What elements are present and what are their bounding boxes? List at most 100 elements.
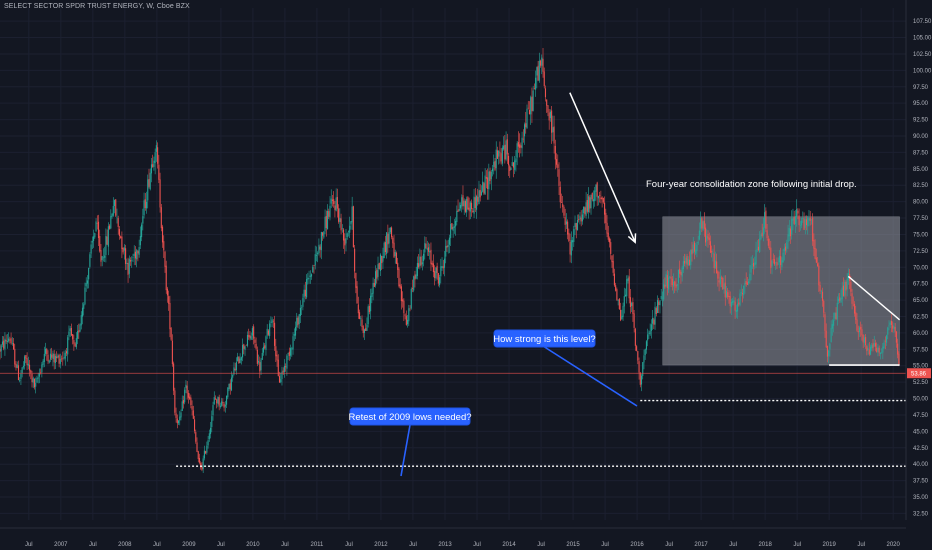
candle[interactable] [355,272,357,294]
candle[interactable] [292,332,294,355]
candle[interactable] [844,279,846,298]
candle[interactable] [223,401,225,412]
candle[interactable] [893,322,895,334]
candle[interactable] [471,199,473,217]
candle[interactable] [6,333,8,349]
candle[interactable] [240,356,242,365]
candle[interactable] [142,208,144,231]
candle[interactable] [696,241,698,258]
candle[interactable] [863,334,865,347]
candle[interactable] [623,287,625,314]
candle[interactable] [373,278,375,288]
candle[interactable] [586,194,588,214]
candle[interactable] [740,284,742,297]
candle[interactable] [118,226,120,240]
candle[interactable] [874,339,877,352]
candle[interactable] [164,250,166,273]
candle[interactable] [757,239,760,252]
candle[interactable] [308,270,310,284]
candle[interactable] [187,390,189,404]
candle[interactable] [446,240,448,252]
candle[interactable] [425,237,427,249]
candle[interactable] [785,243,787,255]
candle[interactable] [611,255,613,268]
candle[interactable] [14,343,16,368]
candle[interactable] [654,301,656,330]
candle[interactable] [437,272,439,287]
candle[interactable] [787,224,789,250]
candle[interactable] [506,133,508,164]
candle[interactable] [334,200,336,218]
candle[interactable] [166,286,169,303]
candle[interactable] [671,276,673,291]
candle[interactable] [548,109,550,130]
candle[interactable] [512,162,515,178]
candle[interactable] [285,363,287,372]
candle[interactable] [588,187,590,219]
candle[interactable] [179,411,181,426]
candle[interactable] [251,326,253,340]
candle[interactable] [381,255,383,270]
candle[interactable] [764,204,766,234]
candle[interactable] [56,351,58,362]
interval-label[interactable]: W [146,3,153,10]
candle[interactable] [319,244,321,258]
candle[interactable] [760,230,762,241]
candle[interactable] [898,351,900,367]
candle[interactable] [340,213,342,235]
candle[interactable] [568,228,570,243]
candle[interactable] [306,274,308,300]
candle[interactable] [759,231,761,254]
candle[interactable] [159,172,161,213]
candle[interactable] [750,256,752,281]
candle[interactable] [370,288,372,320]
candle[interactable] [388,227,390,248]
candle[interactable] [227,387,229,400]
candle[interactable] [482,171,484,193]
candle[interactable] [144,193,146,211]
candle[interactable] [762,217,764,242]
candle[interactable] [136,248,138,268]
candle[interactable] [499,141,501,164]
candle[interactable] [216,398,218,409]
candle[interactable] [584,206,586,218]
candle[interactable] [84,282,86,306]
candle[interactable] [53,349,55,370]
candle[interactable] [490,170,492,191]
candle[interactable] [11,337,13,346]
candle[interactable] [403,298,405,321]
candle[interactable] [299,300,301,324]
candle[interactable] [109,224,111,230]
candle[interactable] [255,337,257,351]
candle[interactable] [547,104,549,117]
candle[interactable] [521,131,523,157]
candle[interactable] [276,350,278,367]
candle[interactable] [877,343,879,357]
candle[interactable] [367,304,369,328]
candle[interactable] [120,235,122,239]
candle[interactable] [522,129,524,143]
candle[interactable] [101,255,103,267]
candle[interactable] [491,164,494,177]
candle[interactable] [198,453,201,465]
candle[interactable] [125,244,127,270]
candle[interactable] [665,271,667,288]
candle[interactable] [532,85,534,112]
candle[interactable] [648,330,650,340]
candle[interactable] [123,244,125,260]
candle[interactable] [852,296,854,307]
candle[interactable] [658,297,660,314]
candle[interactable] [627,275,629,284]
candle[interactable] [505,131,507,162]
candle[interactable] [709,235,712,254]
candle[interactable] [440,258,442,284]
candle[interactable] [244,345,246,356]
candle[interactable] [801,217,803,229]
candle[interactable] [882,342,884,360]
candle[interactable] [397,257,399,278]
candle[interactable] [456,205,458,226]
candle[interactable] [578,214,580,223]
candle[interactable] [121,231,123,259]
candle[interactable] [612,254,614,276]
candle[interactable] [523,122,526,145]
